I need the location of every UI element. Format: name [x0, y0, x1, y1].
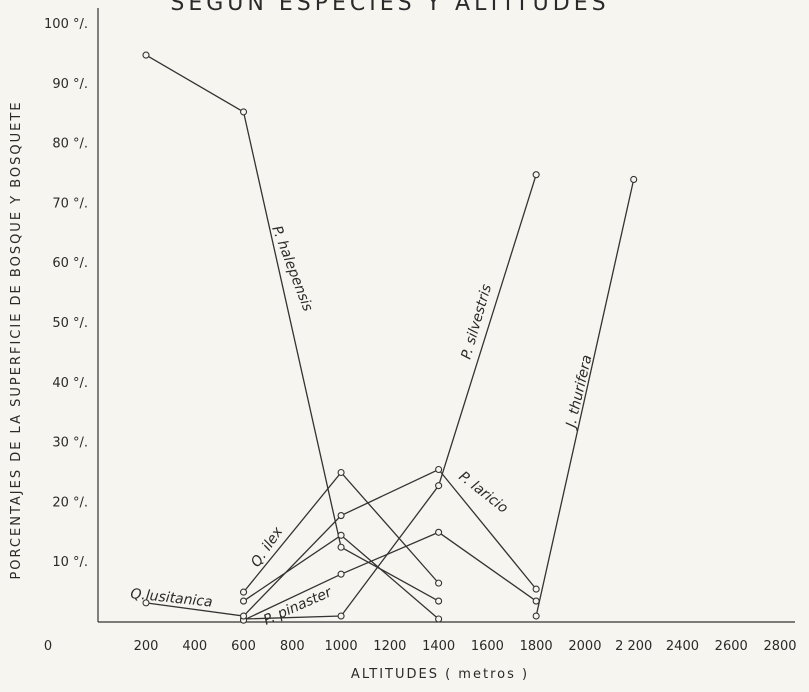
axes	[97, 8, 795, 623]
series-line	[145, 54, 439, 602]
x-tick-label: 2000	[568, 639, 601, 654]
x-tick-label: 2800	[763, 639, 796, 654]
data-point	[532, 585, 540, 593]
y-tick-label: 50 °/.	[52, 316, 88, 331]
x-tick-label: 1400	[422, 639, 455, 654]
series-p-halepensis	[142, 51, 443, 605]
data-point	[337, 543, 345, 551]
series-label: P. halepensis	[268, 224, 315, 314]
data-point	[239, 108, 248, 116]
data-point	[142, 51, 150, 59]
x-axis-title: ALTITUDES ( metros )	[351, 667, 529, 682]
x-tick-label: 800	[280, 639, 305, 654]
x-tick-label: 200	[134, 639, 159, 654]
series-p-pinaster	[239, 531, 443, 623]
y-tick-label: 100 °/.	[44, 17, 88, 32]
series-p-laricio	[239, 528, 540, 624]
series-label: P. laricio	[456, 469, 511, 517]
ticks-layer: 200 400 600 800 1000 1200 1400 1600 1800 2000 2 20…	[44, 17, 797, 654]
y-axis-title: PORCENTAJES DE LA SUPERFICIE DE BOSQUE Y…	[9, 100, 24, 579]
data-point	[435, 615, 443, 623]
series-q-lusitanica	[142, 465, 540, 620]
y-tick-label: 20 °/.	[52, 495, 88, 510]
data-point	[337, 468, 345, 477]
data-point	[532, 171, 540, 179]
data-point	[435, 465, 443, 474]
data-point	[239, 612, 248, 620]
x-tick-label: 400	[182, 639, 207, 654]
data-point	[239, 588, 248, 596]
series-line	[535, 179, 635, 617]
series-j-thurifera	[532, 175, 638, 620]
data-point	[337, 612, 345, 620]
series-q-ilex	[239, 468, 443, 596]
data-point	[630, 175, 638, 184]
data-point	[532, 612, 540, 620]
series-label: J. thurifera	[563, 353, 596, 431]
x-tick-label: 1000	[325, 639, 358, 654]
x-tick-label: 1800	[520, 639, 553, 654]
data-point	[142, 599, 150, 607]
y-tick-label: 30 °/.	[52, 436, 88, 451]
y-tick-label: 40 °/.	[52, 376, 88, 391]
x-tick-label: 2600	[715, 639, 748, 654]
data-point	[435, 597, 443, 605]
data-point	[337, 531, 345, 539]
y-tick-label: 80 °/.	[52, 137, 88, 152]
x-tick-label: 600	[231, 639, 256, 654]
data-point	[532, 597, 540, 605]
series-line	[243, 174, 537, 620]
y-tick-label: 70 °/.	[52, 196, 88, 211]
x-tick-label: 1200	[373, 639, 406, 654]
data-point	[435, 528, 443, 536]
data-point	[337, 512, 345, 520]
series-line	[243, 531, 537, 621]
y-tick-label: 10 °/.	[52, 555, 88, 570]
x-tick-label: 2 200	[615, 639, 652, 654]
data-point	[337, 570, 345, 578]
y-tick-label: 60 °/.	[52, 256, 88, 271]
y-tick-label: 90 °/.	[52, 77, 88, 92]
chart-title: SEGUN ESPECIES Y ALTITUDES	[170, 0, 609, 16]
x-tick-label: 1600	[471, 639, 504, 654]
x-tick-label: 2400	[666, 639, 699, 654]
data-point	[435, 579, 443, 587]
data-point	[435, 482, 443, 490]
x-origin-label: 0	[44, 639, 52, 654]
data-point	[239, 597, 248, 605]
